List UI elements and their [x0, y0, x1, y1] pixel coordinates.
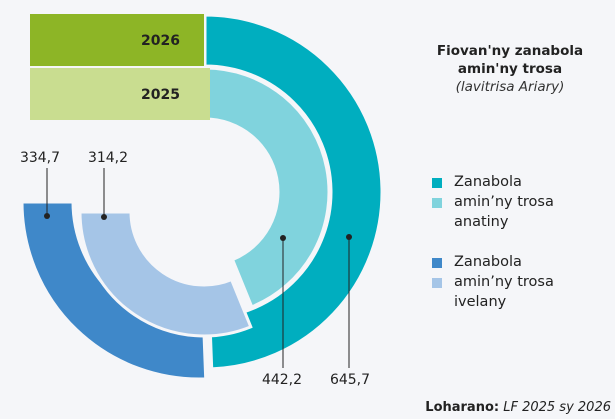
data-label: 334,7 — [20, 150, 60, 166]
leader-dot — [101, 214, 107, 220]
legend-item: Zanabola amin’ny trosa ivelany — [432, 252, 584, 312]
legend-item: Zanabola amin’ny trosa anatiny — [432, 172, 584, 232]
leader-dot — [44, 213, 50, 219]
legend-swatch — [432, 178, 442, 188]
data-label: 645,7 — [330, 372, 370, 388]
ring-segment — [78, 210, 253, 338]
year-bar — [30, 14, 204, 66]
legend-swatch — [432, 258, 442, 268]
legend-label: Zanabola amin’ny trosa anatiny — [454, 174, 554, 230]
data-label: 314,2 — [88, 150, 128, 166]
year-bar — [30, 68, 210, 120]
legend-title: Fiovan'ny zanabola amin'ny trosa (lavitri… — [410, 42, 610, 96]
year-label: 2026 — [141, 33, 180, 49]
source-label: Loharano: — [425, 400, 500, 415]
leader-dot — [346, 234, 352, 240]
ring-segment — [203, 13, 384, 371]
leader-dot — [280, 235, 286, 241]
legend-swatch — [432, 198, 442, 208]
subtitle: (lavitrisa Ariary) — [455, 79, 565, 95]
title: Fiovan'ny zanabola amin'ny trosa — [436, 43, 584, 77]
legend-swatch — [432, 278, 442, 288]
source-text: LF 2025 sy 2026 — [503, 400, 611, 415]
ring-segment — [203, 66, 331, 309]
legend-label: Zanabola amin’ny trosa ivelany — [454, 254, 554, 310]
year-label: 2025 — [141, 87, 180, 103]
data-label: 442,2 — [262, 372, 302, 388]
source: Loharano: LF 2025 sy 2026 — [425, 400, 611, 415]
